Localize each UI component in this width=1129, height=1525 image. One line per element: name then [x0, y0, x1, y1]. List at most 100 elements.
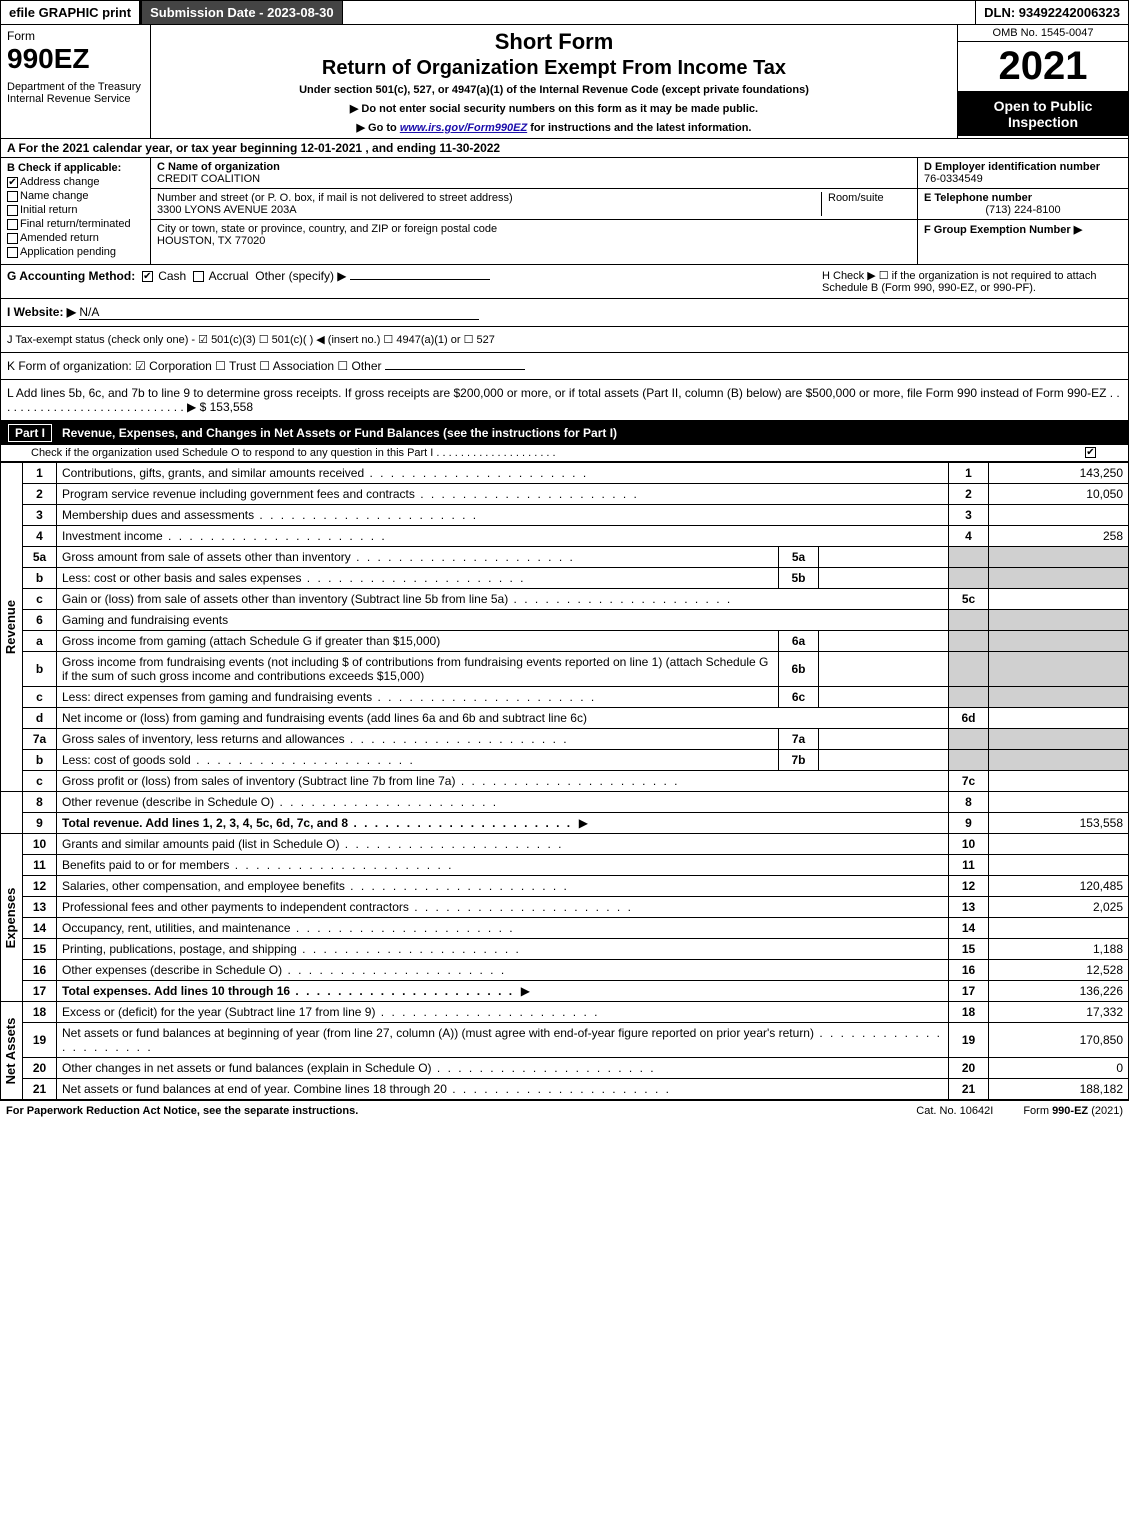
l5c-val: [989, 589, 1129, 610]
ein-cell: D Employer identification number 76-0334…: [918, 158, 1128, 189]
paperwork-notice: For Paperwork Reduction Act Notice, see …: [6, 1105, 886, 1117]
row-gh: G Accounting Method: ✔ Cash Accrual Othe…: [0, 265, 1129, 299]
l17-desc: Total expenses. Add lines 10 through 16 …: [57, 981, 949, 1002]
header-right: OMB No. 1545-0047 2021 Open to Public In…: [958, 25, 1128, 138]
l6a-desc: Gross income from gaming (attach Schedul…: [57, 631, 779, 652]
efile-label: efile GRAPHIC print: [1, 1, 142, 24]
l11-rnum: 11: [949, 855, 989, 876]
side-netassets: Net Assets: [1, 1002, 23, 1100]
org-name-cell: C Name of organization CREDIT COALITION: [151, 158, 917, 189]
header-left: Form 990EZ Department of the Treasury In…: [1, 25, 151, 138]
l6c-rshade: [949, 687, 989, 708]
l9-num: 9: [23, 813, 57, 834]
top-spacer: [343, 1, 976, 24]
l7b-sub: 7b: [779, 750, 819, 771]
ein-value: 76-0334549: [924, 173, 1122, 185]
form-header: Form 990EZ Department of the Treasury In…: [0, 25, 1129, 139]
l4-val: 258: [989, 526, 1129, 547]
g-label: G Accounting Method:: [7, 269, 135, 283]
l6a-subval: [819, 631, 949, 652]
l14-num: 14: [23, 918, 57, 939]
l16-val: 12,528: [989, 960, 1129, 981]
website-label: I Website: ▶: [7, 305, 76, 319]
l3-num: 3: [23, 505, 57, 526]
chk-application-pending[interactable]: Application pending: [7, 246, 144, 258]
addr-label: Number and street (or P. O. box, if mail…: [157, 192, 513, 204]
l9-desc: Total revenue. Add lines 1, 2, 3, 4, 5c,…: [57, 813, 949, 834]
l7a-subval: [819, 729, 949, 750]
l7a-rshade: [949, 729, 989, 750]
l3-val: [989, 505, 1129, 526]
l6c-sub: 6c: [779, 687, 819, 708]
l6d-val: [989, 708, 1129, 729]
l-text: L Add lines 5b, 6c, and 7b to line 9 to …: [7, 386, 1120, 414]
check-if-applicable: B Check if applicable:: [7, 162, 144, 174]
l21-desc: Net assets or fund balances at end of ye…: [57, 1079, 949, 1100]
l13-num: 13: [23, 897, 57, 918]
ssn-warning: ▶ Do not enter social security numbers o…: [159, 102, 949, 115]
l5b-rshade: [949, 568, 989, 589]
l5b-desc: Less: cost or other basis and sales expe…: [57, 568, 779, 589]
chk-address-change[interactable]: ✔Address change: [7, 176, 144, 188]
goto-pre: ▶ Go to: [357, 122, 400, 134]
form-word: Form: [7, 29, 144, 43]
l6b-rshade: [949, 652, 989, 687]
short-form-label: Short Form: [159, 29, 949, 55]
l2-desc: Program service revenue including govern…: [57, 484, 949, 505]
l18-desc: Excess or (deficit) for the year (Subtra…: [57, 1002, 949, 1023]
l21-rnum: 21: [949, 1079, 989, 1100]
g-cash: Cash: [158, 269, 186, 283]
l11-num: 11: [23, 855, 57, 876]
l6b-vshade: [989, 652, 1129, 687]
header-mid: Short Form Return of Organization Exempt…: [151, 25, 958, 138]
accounting-method: G Accounting Method: ✔ Cash Accrual Othe…: [7, 269, 822, 294]
l11-desc: Benefits paid to or for members: [57, 855, 949, 876]
l19-val: 170,850: [989, 1023, 1129, 1058]
l5b-subval: [819, 568, 949, 589]
l16-num: 16: [23, 960, 57, 981]
l12-num: 12: [23, 876, 57, 897]
part-i-title: Revenue, Expenses, and Changes in Net As…: [62, 426, 617, 440]
l13-val: 2,025: [989, 897, 1129, 918]
org-city-cell: City or town, state or province, country…: [151, 220, 917, 250]
website-value: N/A: [79, 305, 99, 319]
l6a-vshade: [989, 631, 1129, 652]
l19-rnum: 19: [949, 1023, 989, 1058]
phone-cell: E Telephone number (713) 224-8100: [918, 189, 1128, 220]
chk-final-return[interactable]: Final return/terminated: [7, 218, 144, 230]
l10-rnum: 10: [949, 834, 989, 855]
l2-num: 2: [23, 484, 57, 505]
chk-name-change[interactable]: Name change: [7, 190, 144, 202]
tax-year: 2021: [958, 42, 1128, 92]
l5c-num: c: [23, 589, 57, 610]
phone-label: E Telephone number: [924, 192, 1122, 204]
row-l: L Add lines 5b, 6c, and 7b to line 9 to …: [0, 380, 1129, 421]
l1-val: 143,250: [989, 463, 1129, 484]
l5b-vshade: [989, 568, 1129, 589]
l5b-sub: 5b: [779, 568, 819, 589]
irs-link[interactable]: www.irs.gov/Form990EZ: [400, 122, 527, 134]
goto-post: for instructions and the latest informat…: [530, 122, 751, 134]
l5c-desc: Gain or (loss) from sale of assets other…: [57, 589, 949, 610]
org-address-cell: Number and street (or P. O. box, if mail…: [151, 189, 917, 220]
l7b-vshade: [989, 750, 1129, 771]
l6a-rshade: [949, 631, 989, 652]
page-footer: For Paperwork Reduction Act Notice, see …: [0, 1100, 1129, 1121]
l21-num: 21: [23, 1079, 57, 1100]
ein-label: D Employer identification number: [924, 161, 1122, 173]
l6-desc: Gaming and fundraising events: [57, 610, 949, 631]
l6c-num: c: [23, 687, 57, 708]
chk-initial-return[interactable]: Initial return: [7, 204, 144, 216]
l7b-subval: [819, 750, 949, 771]
l6b-sub: 6b: [779, 652, 819, 687]
l12-val: 120,485: [989, 876, 1129, 897]
l6b-desc: Gross income from fundraising events (no…: [57, 652, 779, 687]
chk-amended-return[interactable]: Amended return: [7, 232, 144, 244]
l20-desc: Other changes in net assets or fund bala…: [57, 1058, 949, 1079]
l9-rnum: 9: [949, 813, 989, 834]
l17-rnum: 17: [949, 981, 989, 1002]
group-exemption-cell: F Group Exemption Number ▶: [918, 220, 1128, 239]
l4-desc: Investment income: [57, 526, 949, 547]
l7a-desc: Gross sales of inventory, less returns a…: [57, 729, 779, 750]
phone-value: (713) 224-8100: [924, 204, 1122, 216]
